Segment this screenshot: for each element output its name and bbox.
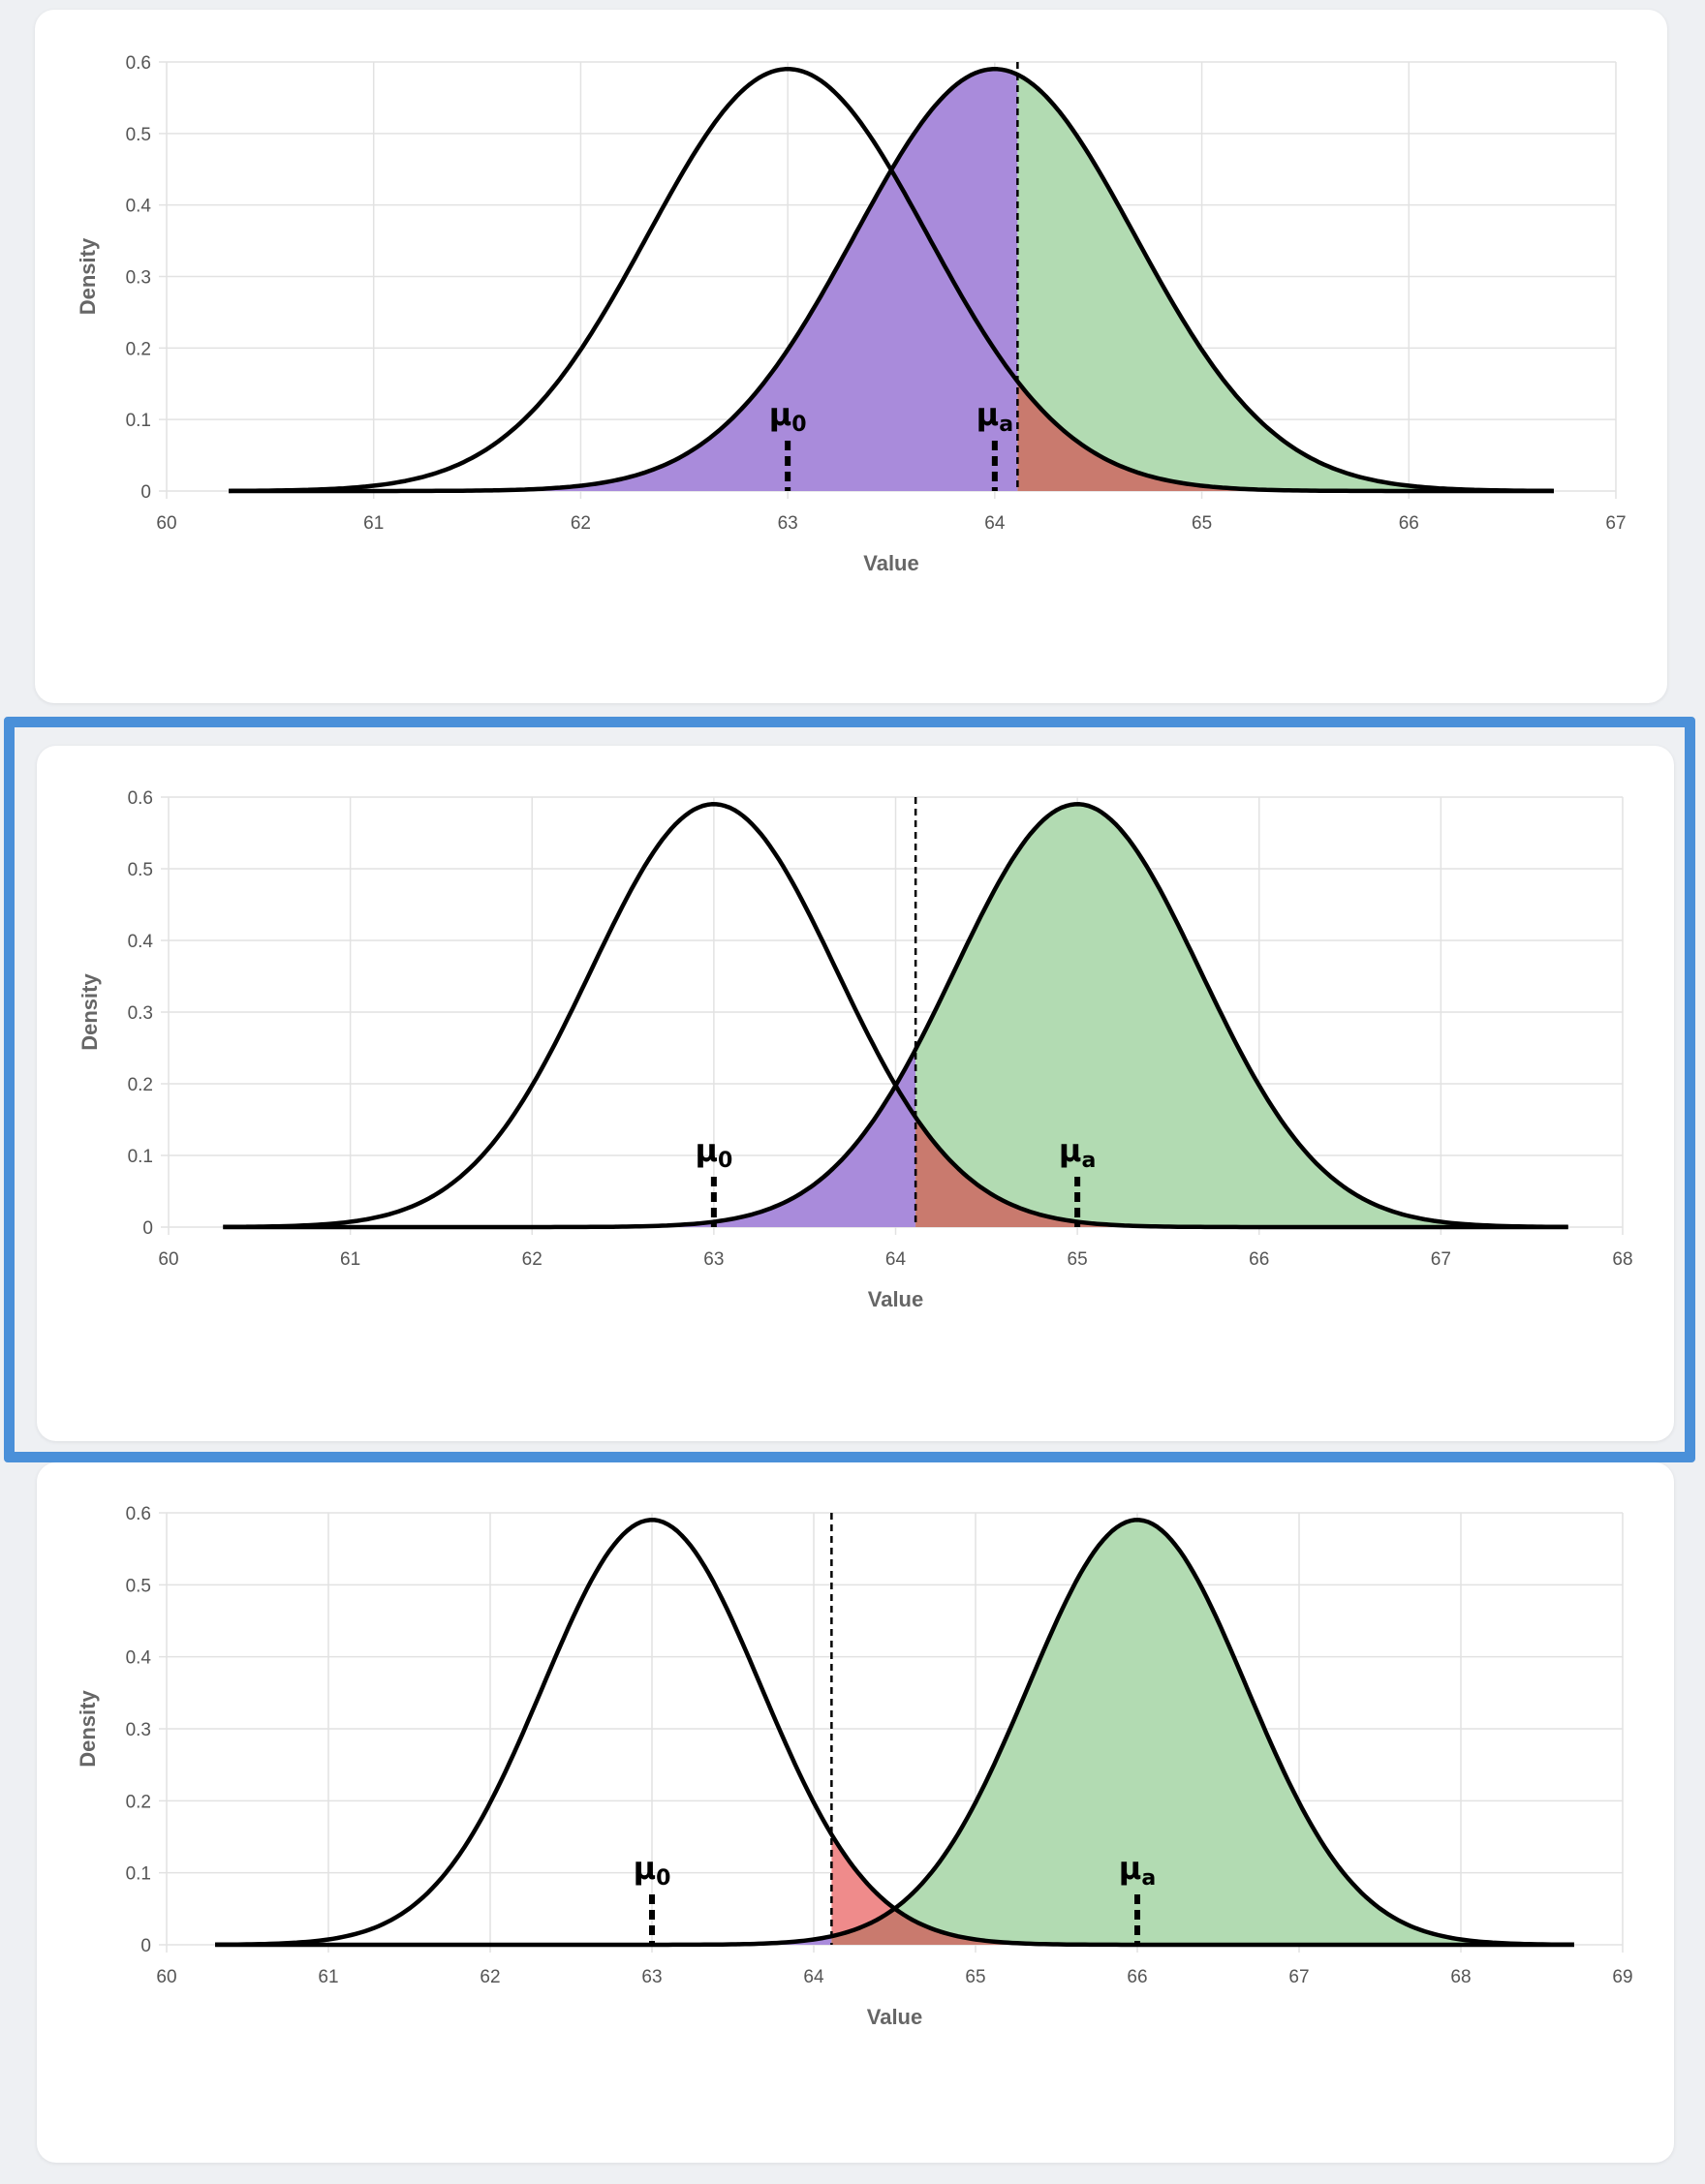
x-tick-label: 62 <box>571 513 591 534</box>
chart-card-3: 60 61 62 63 64 65 66 67 68 69 0 0.1 0.2 0.3 0.4 0.5 0.6 V… <box>37 1462 1674 2163</box>
x-tick-label: 60 <box>156 1967 176 1987</box>
x-tick-label: 60 <box>156 513 176 534</box>
alternative-distribution-curve <box>223 802 1568 1230</box>
y-axis-title: Density <box>78 973 102 1051</box>
x-tick-label: 63 <box>703 1249 724 1270</box>
x-tick-label: 64 <box>984 513 1006 534</box>
y-tick-label: 0 <box>140 482 151 503</box>
y-tick-label: 0.5 <box>126 1576 151 1596</box>
power-region <box>915 804 1568 1227</box>
y-tick-label: 0.4 <box>128 932 154 952</box>
x-tick-label: 62 <box>522 1249 542 1270</box>
distribution-chart-3: 60 61 62 63 64 65 66 67 68 69 0 0.1 0.2 0.3 0.4 0.5 0.6 V… <box>76 1504 1633 2029</box>
x-tick-label: 61 <box>340 1249 360 1270</box>
null-mean-label: μ0 <box>634 1850 671 1891</box>
power-region <box>1017 75 1554 491</box>
y-tick-label: 0 <box>140 1936 151 1956</box>
y-tick-label: 0.5 <box>128 860 153 880</box>
x-tick-label: 65 <box>965 1967 985 1987</box>
y-tick-label: 0.1 <box>128 1147 153 1167</box>
x-tick-label: 63 <box>641 1967 662 1987</box>
x-tick-label: 66 <box>1399 513 1419 534</box>
x-tick-label: 67 <box>1605 513 1626 534</box>
x-tick-label: 68 <box>1450 1967 1471 1987</box>
chart-card-1: 60 61 62 63 64 65 66 67 0 0.1 0.2 0.3 0.4 0.5 0.6 Value… <box>35 10 1667 703</box>
x-tick-label: 68 <box>1612 1249 1632 1270</box>
x-tick-label: 64 <box>885 1249 907 1270</box>
x-tick-label: 67 <box>1431 1249 1451 1270</box>
y-tick-label: 0 <box>142 1218 153 1239</box>
null-distribution-curve <box>215 1518 1574 1948</box>
alpha-overlap-region <box>915 1117 1568 1227</box>
power-region <box>831 1520 1574 1945</box>
x-tick-label: 63 <box>778 513 798 534</box>
x-tick-label: 69 <box>1612 1967 1632 1987</box>
y-tick-label: 0.4 <box>126 197 152 217</box>
x-tick-label: 64 <box>803 1967 824 1987</box>
x-tick-label: 61 <box>363 513 384 534</box>
x-axis-title: Value <box>863 551 918 575</box>
x-tick-label: 62 <box>480 1967 500 1987</box>
y-tick-label: 0.6 <box>126 1504 151 1524</box>
beta-region <box>223 1049 916 1227</box>
chart-card-2[interactable]: 60 61 62 63 64 65 66 67 68 0 0.1 0.2 0.3 0.4 0.5 0.6 Val… <box>37 746 1674 1441</box>
y-tick-label: 0.1 <box>126 411 151 431</box>
alpha-overlap-region <box>831 1910 1574 1945</box>
y-tick-label: 0.4 <box>126 1648 152 1669</box>
x-tick-label: 66 <box>1127 1967 1147 1987</box>
y-axis-title: Density <box>76 237 100 315</box>
alternative-distribution-curve <box>215 1518 1574 1948</box>
x-tick-label: 67 <box>1288 1967 1309 1987</box>
x-tick-label: 60 <box>158 1249 178 1270</box>
y-tick-label: 0.3 <box>126 268 151 289</box>
y-tick-label: 0.6 <box>126 53 151 74</box>
y-tick-label: 0.2 <box>126 1792 151 1812</box>
beta-region <box>229 69 1018 492</box>
y-tick-label: 0.3 <box>128 1003 153 1024</box>
alpha-overlap-region <box>1017 381 1554 491</box>
x-tick-label: 61 <box>318 1967 338 1987</box>
x-axis-title: Value <box>867 2005 922 2029</box>
alt-mean-label: μa <box>1119 1850 1156 1891</box>
y-tick-label: 0.2 <box>126 339 151 359</box>
y-tick-label: 0.6 <box>128 788 153 809</box>
distribution-chart-1: 60 61 62 63 64 65 66 67 0 0.1 0.2 0.3 0.4 0.5 0.6 Value… <box>76 53 1627 575</box>
y-tick-label: 0.2 <box>128 1075 153 1095</box>
x-tick-label: 66 <box>1249 1249 1269 1270</box>
alt-mean-label: μa <box>976 396 1013 437</box>
y-axis-title: Density <box>76 1690 100 1768</box>
null-mean-label: μ0 <box>695 1132 732 1173</box>
null-mean-label: μ0 <box>769 396 807 437</box>
x-axis-title: Value <box>868 1287 923 1311</box>
y-tick-label: 0.1 <box>126 1864 151 1885</box>
y-tick-label: 0.3 <box>126 1720 151 1740</box>
alternative-distribution-curve <box>229 67 1554 494</box>
distribution-chart-2: 60 61 62 63 64 65 66 67 68 0 0.1 0.2 0.3 0.4 0.5 0.6 Val… <box>78 788 1633 1311</box>
y-tick-label: 0.5 <box>126 125 151 145</box>
x-tick-label: 65 <box>1068 1249 1088 1270</box>
alt-mean-label: μa <box>1059 1132 1096 1173</box>
x-tick-label: 65 <box>1192 513 1212 534</box>
